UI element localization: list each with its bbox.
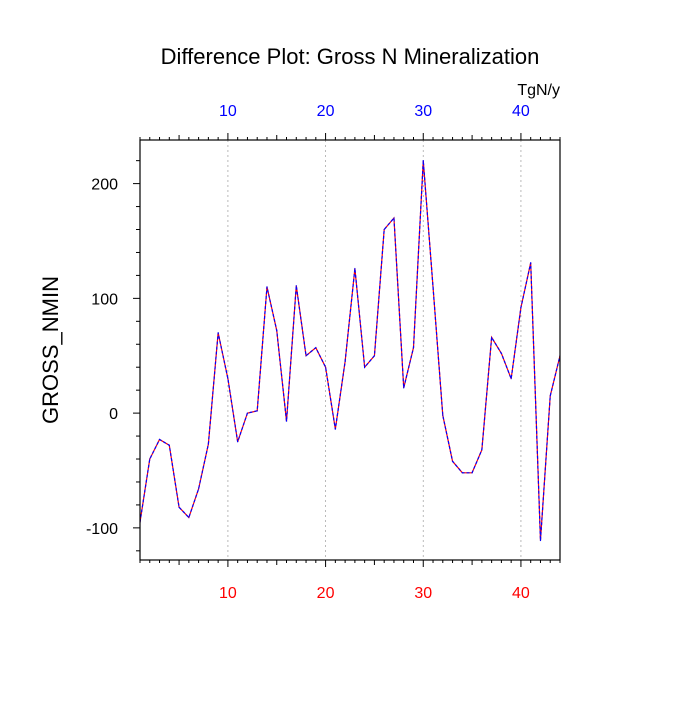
data-point	[217, 332, 219, 334]
data-point	[442, 414, 444, 417]
series-line-base	[140, 160, 560, 541]
data-point	[256, 410, 258, 412]
plot-frame	[139, 139, 561, 561]
data-point	[295, 285, 297, 287]
data-point	[227, 378, 229, 380]
data-point	[198, 488, 200, 490]
x-tick-labels-bottom: 10 20 30 40	[219, 585, 530, 602]
chart-title: Difference Plot: Gross N Mineralization	[161, 44, 540, 69]
data-point	[188, 516, 190, 519]
data-point	[315, 347, 317, 349]
x-tick-label-top: 40	[512, 103, 530, 120]
data-point	[461, 472, 463, 474]
x-tick-label-top: 30	[414, 103, 432, 120]
data-point	[520, 306, 522, 309]
data-point	[403, 387, 405, 389]
data-point	[432, 286, 434, 288]
data-point	[422, 160, 424, 162]
data-point	[481, 449, 483, 451]
y-tick-label: 100	[91, 291, 118, 308]
data-point	[530, 262, 532, 264]
y-tick-label: -100	[86, 521, 118, 538]
y-tick-labels: -100 0 100 200	[86, 177, 118, 538]
data-point	[305, 355, 307, 357]
x-tick-label-bottom: 40	[512, 585, 530, 602]
data-series	[140, 160, 560, 542]
data-point	[344, 360, 346, 363]
y-axis-label: GROSS_NMIN	[38, 276, 63, 424]
data-point	[276, 329, 278, 332]
data-point	[364, 366, 366, 368]
data-point	[334, 428, 336, 430]
data-point	[149, 458, 151, 460]
data-point	[500, 352, 502, 355]
data-point	[539, 539, 542, 542]
x-tick-label-top: 10	[219, 103, 237, 120]
data-point	[168, 444, 170, 446]
data-point	[491, 336, 493, 338]
series-line	[140, 160, 560, 541]
data-point	[324, 366, 327, 368]
data-point	[393, 217, 395, 219]
data-point	[471, 472, 473, 474]
data-point	[549, 395, 551, 397]
units-label: TgN/y	[517, 82, 560, 99]
data-point	[237, 441, 239, 443]
data-point	[266, 286, 268, 288]
data-point	[354, 267, 356, 270]
data-point	[451, 460, 454, 462]
y-tick-label: 200	[91, 177, 118, 194]
x-tick-label-top: 20	[317, 103, 335, 120]
x-tick-label-bottom: 30	[414, 585, 432, 602]
data-point	[246, 412, 249, 414]
data-point	[383, 228, 385, 231]
x-tick-labels-top: 10 20 30 40	[219, 103, 530, 120]
y-tick-label: 0	[109, 406, 118, 423]
data-point	[412, 347, 415, 349]
data-point	[373, 355, 376, 357]
data-point	[510, 378, 512, 380]
grid-lines	[227, 140, 522, 560]
data-point	[285, 420, 288, 422]
data-point	[158, 438, 161, 441]
data-point	[207, 443, 209, 445]
data-point	[178, 506, 180, 508]
x-tick-label-bottom: 20	[317, 585, 335, 602]
x-tick-label-bottom: 10	[219, 585, 237, 602]
